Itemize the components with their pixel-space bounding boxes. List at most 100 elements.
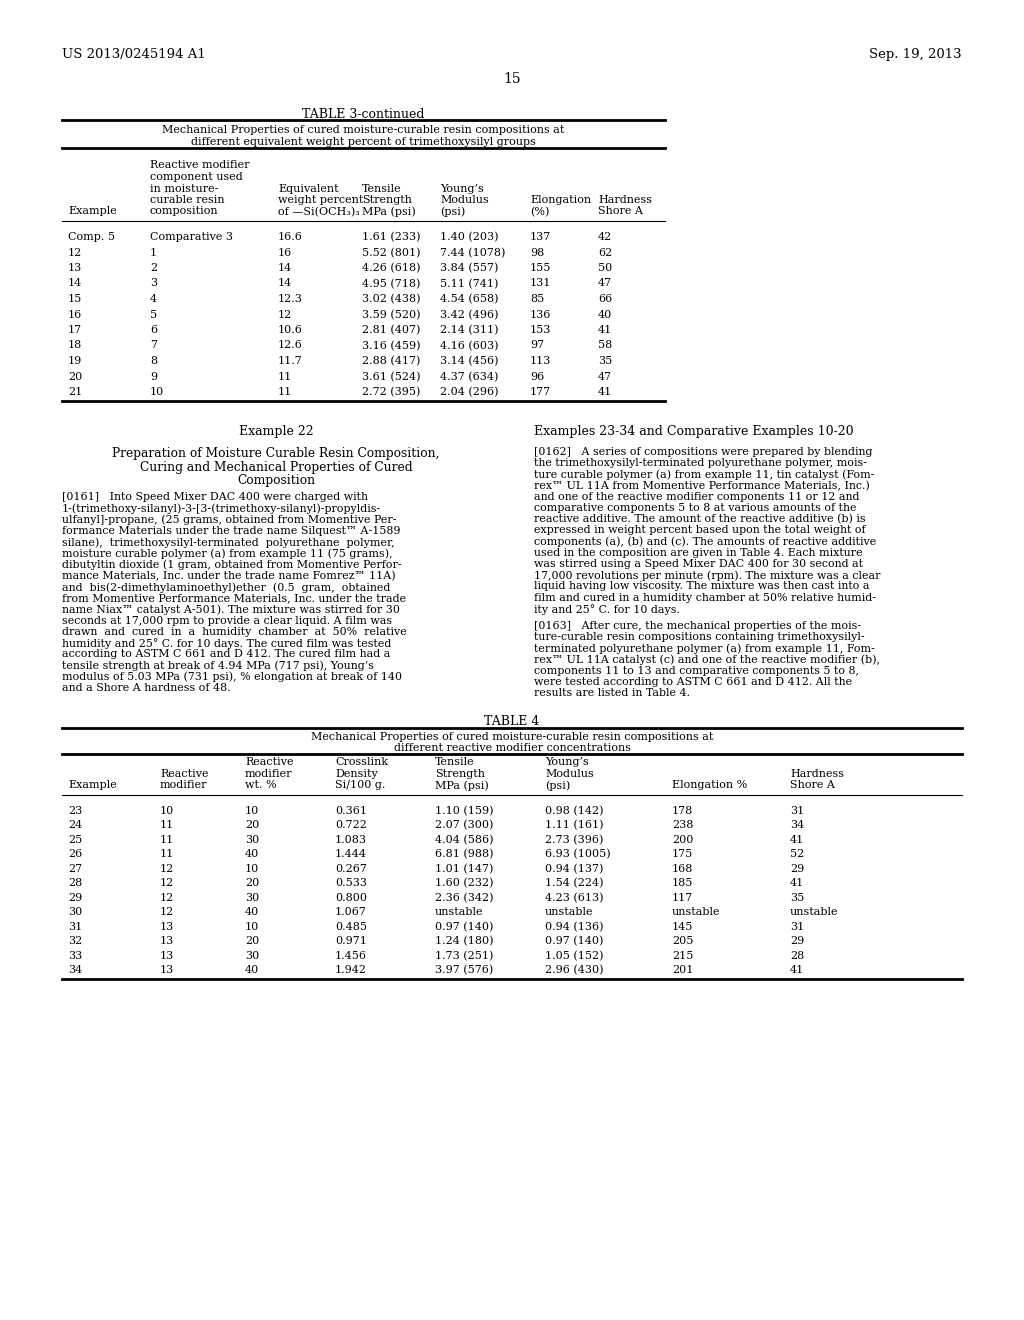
Text: 0.267: 0.267 — [335, 863, 367, 874]
Text: ulfanyl]-propane, (25 grams, obtained from Momentive Per-: ulfanyl]-propane, (25 grams, obtained fr… — [62, 515, 396, 525]
Text: 30: 30 — [245, 950, 259, 961]
Text: 66: 66 — [598, 294, 612, 304]
Text: 40: 40 — [245, 907, 259, 917]
Text: 13: 13 — [160, 950, 174, 961]
Text: modifier: modifier — [245, 770, 293, 779]
Text: 11: 11 — [160, 849, 174, 859]
Text: 14: 14 — [278, 279, 292, 289]
Text: 17,000 revolutions per minute (rpm). The mixture was a clear: 17,000 revolutions per minute (rpm). The… — [534, 570, 881, 581]
Text: 201: 201 — [672, 965, 693, 975]
Text: 131: 131 — [530, 279, 551, 289]
Text: 5.52 (801): 5.52 (801) — [362, 248, 421, 257]
Text: 2.07 (300): 2.07 (300) — [435, 821, 494, 830]
Text: Mechanical Properties of cured moisture-curable resin compositions at: Mechanical Properties of cured moisture-… — [311, 733, 713, 742]
Text: 1-(trimethoxy-silanyl)-3-[3-(trimethoxy-silanyl)-propyldis-: 1-(trimethoxy-silanyl)-3-[3-(trimethoxy-… — [62, 504, 381, 515]
Text: 12.6: 12.6 — [278, 341, 303, 351]
Text: different reactive modifier concentrations: different reactive modifier concentratio… — [393, 743, 631, 754]
Text: 16: 16 — [278, 248, 292, 257]
Text: 0.533: 0.533 — [335, 878, 367, 888]
Text: Modulus: Modulus — [545, 770, 594, 779]
Text: US 2013/0245194 A1: US 2013/0245194 A1 — [62, 48, 206, 61]
Text: terminated polyurethane polymer (a) from example 11, Fom-: terminated polyurethane polymer (a) from… — [534, 643, 874, 653]
Text: 4.37 (634): 4.37 (634) — [440, 371, 499, 381]
Text: film and cured in a humidity chamber at 50% relative humid-: film and cured in a humidity chamber at … — [534, 593, 876, 603]
Text: 19: 19 — [68, 356, 82, 366]
Text: 4.16 (603): 4.16 (603) — [440, 341, 499, 351]
Text: 34: 34 — [68, 965, 82, 975]
Text: Young’s: Young’s — [440, 183, 483, 194]
Text: Examples 23-34 and Comparative Examples 10-20: Examples 23-34 and Comparative Examples … — [534, 425, 854, 438]
Text: 20: 20 — [68, 371, 82, 381]
Text: 10: 10 — [245, 863, 259, 874]
Text: 1.05 (152): 1.05 (152) — [545, 950, 603, 961]
Text: humidity and 25° C. for 10 days. The cured film was tested: humidity and 25° C. for 10 days. The cur… — [62, 638, 391, 649]
Text: 3: 3 — [150, 279, 157, 289]
Text: 31: 31 — [68, 921, 82, 932]
Text: 238: 238 — [672, 821, 693, 830]
Text: 47: 47 — [598, 371, 612, 381]
Text: 178: 178 — [672, 807, 693, 816]
Text: 12: 12 — [160, 892, 174, 903]
Text: 5: 5 — [150, 309, 157, 319]
Text: 2.04 (296): 2.04 (296) — [440, 387, 499, 397]
Text: Hardness: Hardness — [790, 770, 844, 779]
Text: 41: 41 — [598, 325, 612, 335]
Text: 10: 10 — [245, 807, 259, 816]
Text: component used: component used — [150, 172, 243, 182]
Text: expressed in weight percent based upon the total weight of: expressed in weight percent based upon t… — [534, 525, 865, 536]
Text: 35: 35 — [790, 892, 804, 903]
Text: 42: 42 — [598, 232, 612, 242]
Text: 12: 12 — [68, 248, 82, 257]
Text: 0.485: 0.485 — [335, 921, 367, 932]
Text: 1.067: 1.067 — [335, 907, 367, 917]
Text: 97: 97 — [530, 341, 544, 351]
Text: Mechanical Properties of cured moisture-curable resin compositions at: Mechanical Properties of cured moisture-… — [163, 125, 564, 135]
Text: ture curable polymer (a) from example 11, tin catalyst (Fom-: ture curable polymer (a) from example 11… — [534, 470, 874, 480]
Text: 50: 50 — [598, 263, 612, 273]
Text: 1.54 (224): 1.54 (224) — [545, 878, 603, 888]
Text: 24: 24 — [68, 821, 82, 830]
Text: 28: 28 — [68, 878, 82, 888]
Text: 4.54 (658): 4.54 (658) — [440, 294, 499, 305]
Text: 10: 10 — [150, 387, 164, 397]
Text: 62: 62 — [598, 248, 612, 257]
Text: Strength: Strength — [362, 195, 412, 205]
Text: 0.361: 0.361 — [335, 807, 367, 816]
Text: Reactive: Reactive — [160, 770, 209, 779]
Text: Tensile: Tensile — [362, 183, 401, 194]
Text: 1.40 (203): 1.40 (203) — [440, 232, 499, 243]
Text: in moisture-: in moisture- — [150, 183, 218, 194]
Text: Tensile: Tensile — [435, 758, 475, 767]
Text: 145: 145 — [672, 921, 693, 932]
Text: 29: 29 — [68, 892, 82, 903]
Text: 1.60 (232): 1.60 (232) — [435, 878, 494, 888]
Text: 215: 215 — [672, 950, 693, 961]
Text: wt. %: wt. % — [245, 780, 276, 791]
Text: 10: 10 — [160, 807, 174, 816]
Text: moisture curable polymer (a) from example 11 (75 grams),: moisture curable polymer (a) from exampl… — [62, 549, 392, 560]
Text: 3.16 (459): 3.16 (459) — [362, 341, 421, 351]
Text: and  bis(2-dimethylaminoethyl)ether  (0.5  gram,  obtained: and bis(2-dimethylaminoethyl)ether (0.5 … — [62, 582, 390, 593]
Text: 10: 10 — [245, 921, 259, 932]
Text: 1: 1 — [150, 248, 157, 257]
Text: 10.6: 10.6 — [278, 325, 303, 335]
Text: 6.81 (988): 6.81 (988) — [435, 849, 494, 859]
Text: 13: 13 — [68, 263, 82, 273]
Text: [0163]   After cure, the mechanical properties of the mois-: [0163] After cure, the mechanical proper… — [534, 620, 861, 631]
Text: dibutyltin dioxide (1 gram, obtained from Momentive Perfor-: dibutyltin dioxide (1 gram, obtained fro… — [62, 560, 401, 570]
Text: composition: composition — [150, 206, 219, 216]
Text: 11: 11 — [160, 836, 174, 845]
Text: Strength: Strength — [435, 770, 485, 779]
Text: unstable: unstable — [672, 907, 721, 917]
Text: 3.14 (456): 3.14 (456) — [440, 356, 499, 367]
Text: was stirred using a Speed Mixer DAC 400 for 30 second at: was stirred using a Speed Mixer DAC 400 … — [534, 558, 863, 569]
Text: 3.61 (524): 3.61 (524) — [362, 371, 421, 381]
Text: 85: 85 — [530, 294, 544, 304]
Text: MPa (psi): MPa (psi) — [435, 780, 488, 791]
Text: Crosslink: Crosslink — [335, 758, 388, 767]
Text: 3.97 (576): 3.97 (576) — [435, 965, 494, 975]
Text: (psi): (psi) — [545, 780, 570, 791]
Text: Shore A: Shore A — [598, 206, 643, 216]
Text: 13: 13 — [160, 965, 174, 975]
Text: different equivalent weight percent of trimethoxysilyl groups: different equivalent weight percent of t… — [191, 137, 536, 147]
